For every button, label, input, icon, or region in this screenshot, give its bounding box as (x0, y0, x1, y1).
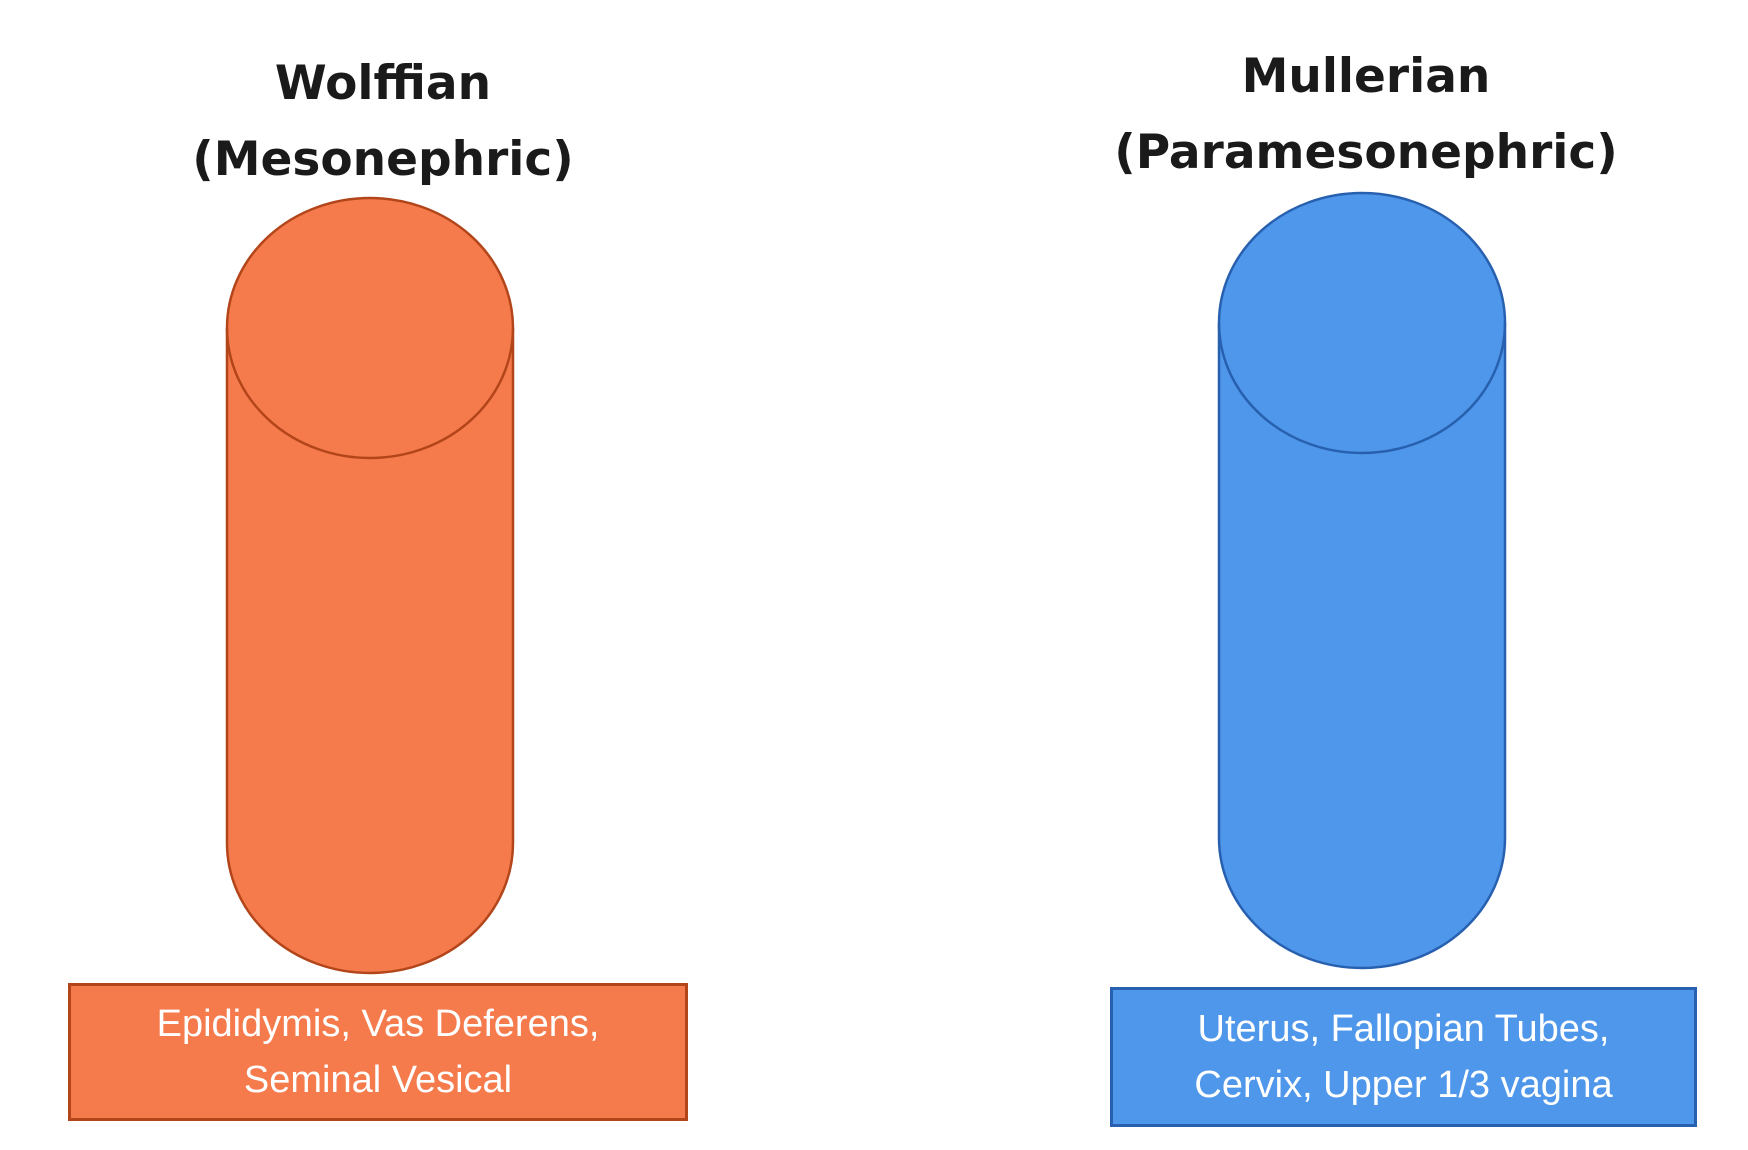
mullerian-title: Mullerian (Paramesonephric) (1096, 39, 1636, 191)
mullerian-derivatives-box: Uterus, Fallopian Tubes, Cervix, Upper 1… (1110, 987, 1697, 1127)
mullerian-cylinder-top-rim (1217, 322, 1507, 455)
wolffian-title-alt-name: (Mesonephric) (192, 132, 574, 187)
mullerian-title-alt-name: (Paramesonephric) (1114, 125, 1618, 180)
wolffian-cylinder-body (225, 196, 515, 975)
mullerian-cylinder-body (1217, 191, 1507, 970)
wolffian-derivatives-box: Epididymis, Vas Deferens, Seminal Vesica… (68, 983, 688, 1121)
mullerian-title-name: Mullerian (1241, 49, 1491, 104)
wolffian-derivatives-line-1: Epididymis, Vas Deferens, (156, 1003, 600, 1045)
wolffian-title-name: Wolffian (274, 56, 492, 111)
wolffian-cylinder-top-rim (225, 327, 515, 460)
wolffian-title: Wolffian (Mesonephric) (183, 46, 583, 198)
wolffian-derivatives-line-2: Seminal Vesical (243, 1059, 513, 1101)
mullerian-derivatives-line-1: Uterus, Fallopian Tubes, (1197, 1008, 1610, 1050)
mullerian-duct-cylinder (1217, 191, 1507, 970)
wolffian-duct-cylinder (225, 196, 515, 975)
mullerian-derivatives-line-2: Cervix, Upper 1/3 vagina (1194, 1064, 1613, 1106)
